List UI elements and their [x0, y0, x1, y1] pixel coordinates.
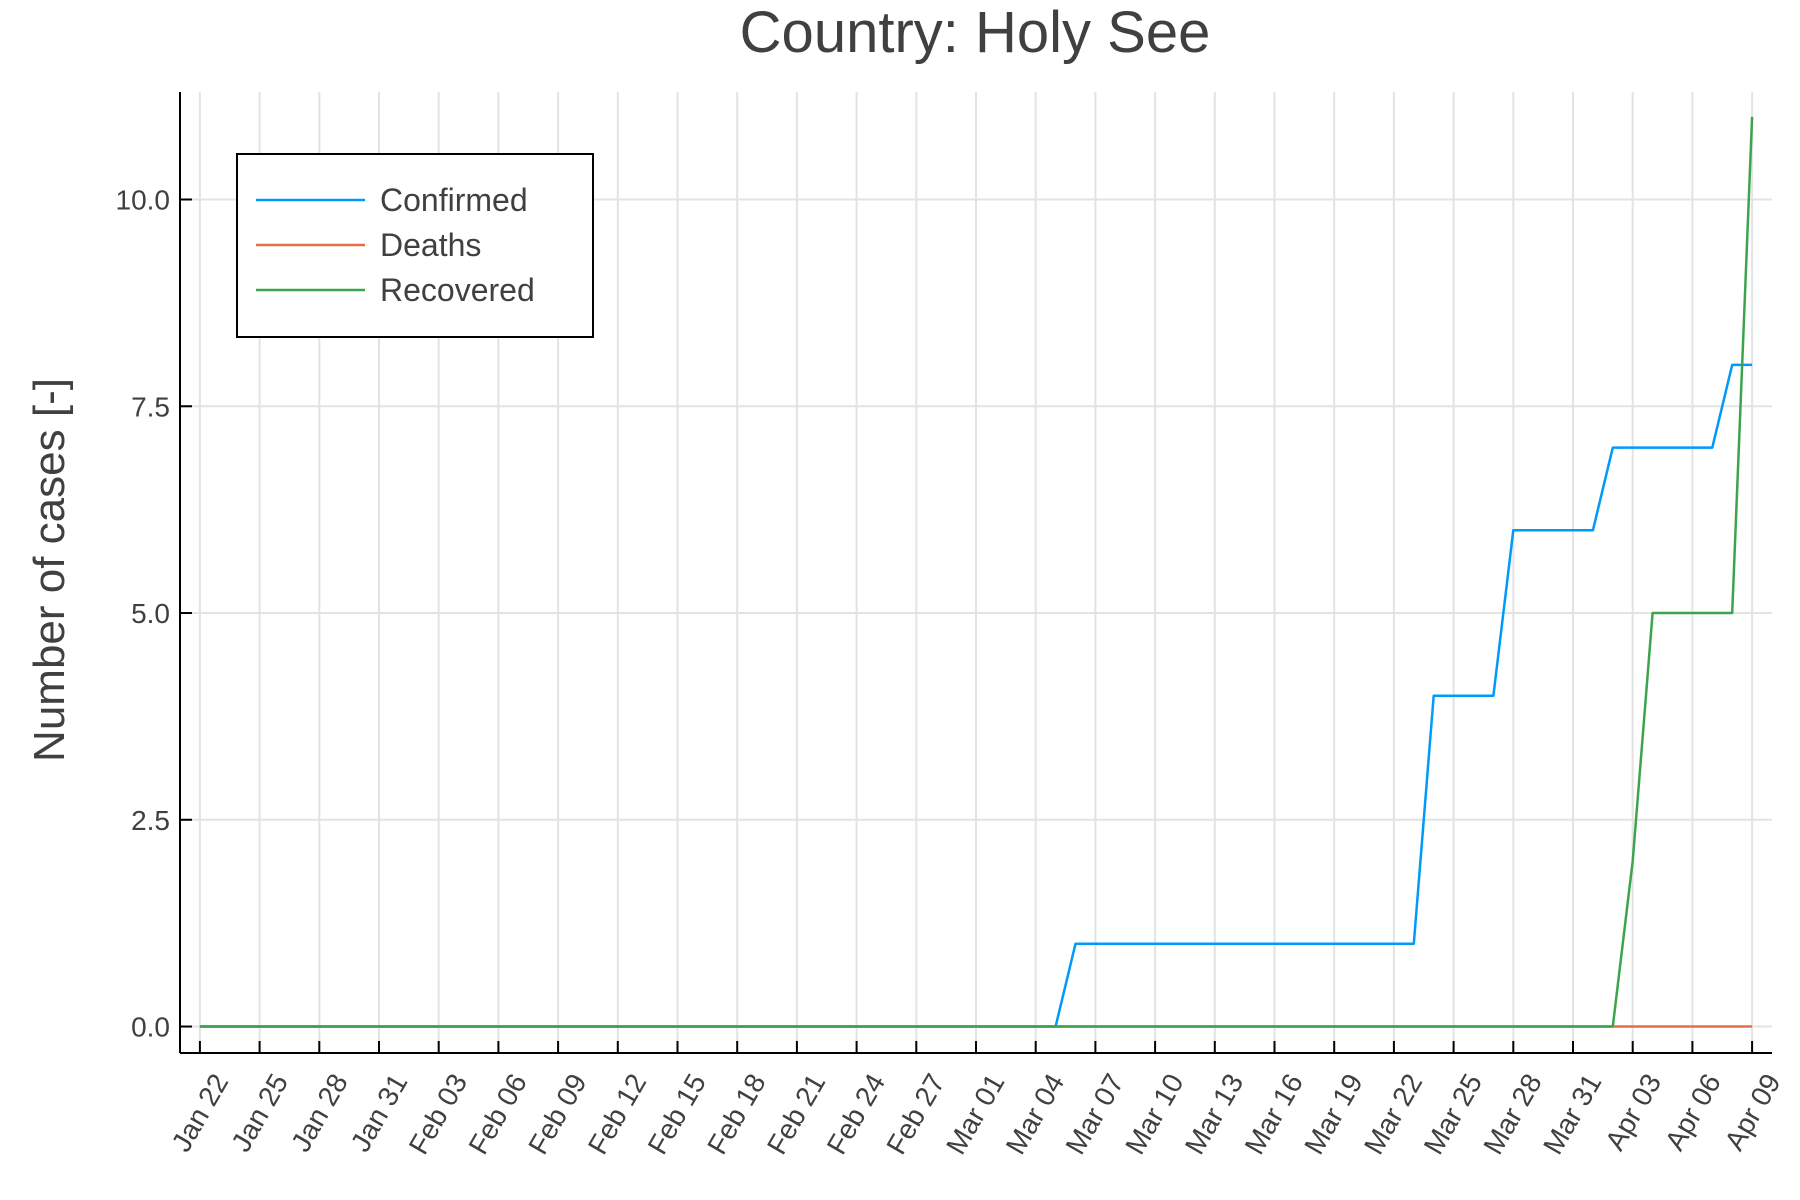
series-line-confirmed	[199, 363, 1753, 1028]
x-tick-label: Mar 07	[1059, 1069, 1129, 1160]
y-tick-label: 10.0	[116, 185, 171, 216]
legend-label-recovered: Recovered	[380, 272, 535, 308]
chart-title: Country: Holy See	[740, 0, 1211, 65]
x-tick-label: Mar 22	[1358, 1069, 1428, 1160]
legend-label-deaths: Deaths	[380, 227, 481, 263]
x-tick-label: Jan 25	[225, 1069, 294, 1157]
x-tick-label: Feb 27	[880, 1069, 950, 1160]
x-tick-label: Feb 18	[701, 1069, 771, 1160]
series-line-recovered	[199, 116, 1754, 1028]
x-tick-label: Feb 09	[522, 1069, 592, 1160]
legend: Confirmed Deaths Recovered	[236, 153, 594, 338]
legend-entries: Confirmed Deaths Recovered	[256, 182, 535, 308]
x-tick-label: Feb 06	[462, 1069, 532, 1160]
x-tick-label: Feb 15	[642, 1069, 712, 1160]
x-tick-label: Apr 06	[1659, 1069, 1727, 1156]
y-tick-label: 5.0	[131, 598, 170, 629]
y-axis-label: Number of cases [-]	[25, 378, 74, 762]
x-tick-label: Mar 01	[940, 1069, 1010, 1160]
x-tick-label: Feb 12	[582, 1069, 652, 1160]
x-tick-label: Mar 10	[1119, 1069, 1189, 1160]
x-tick-label: Mar 16	[1239, 1069, 1309, 1160]
x-tick-label: Mar 28	[1477, 1069, 1547, 1160]
y-ticks: 0.0 2.5 5.0 7.5 10.0	[116, 185, 192, 1043]
y-tick-label: 7.5	[131, 391, 170, 422]
x-tick-label: Feb 03	[403, 1069, 473, 1160]
x-tick-label: Mar 04	[1000, 1069, 1070, 1160]
series	[199, 116, 1754, 1028]
x-tick-label: Jan 22	[166, 1069, 235, 1157]
x-tick-label: Jan 28	[285, 1069, 354, 1157]
x-tick-label: Feb 24	[821, 1069, 891, 1160]
x-tick-label: Apr 09	[1719, 1069, 1787, 1156]
x-tick-label: Apr 03	[1599, 1069, 1667, 1156]
x-tick-label: Mar 25	[1418, 1069, 1488, 1160]
y-tick-label: 2.5	[131, 805, 170, 836]
y-tick-label: 0.0	[131, 1012, 170, 1043]
x-tick-label: Mar 13	[1179, 1069, 1249, 1160]
x-tick-label: Mar 19	[1298, 1069, 1368, 1160]
x-tick-label: Mar 31	[1537, 1069, 1607, 1160]
x-tick-label: Feb 21	[761, 1069, 831, 1160]
legend-label-confirmed: Confirmed	[380, 182, 528, 218]
